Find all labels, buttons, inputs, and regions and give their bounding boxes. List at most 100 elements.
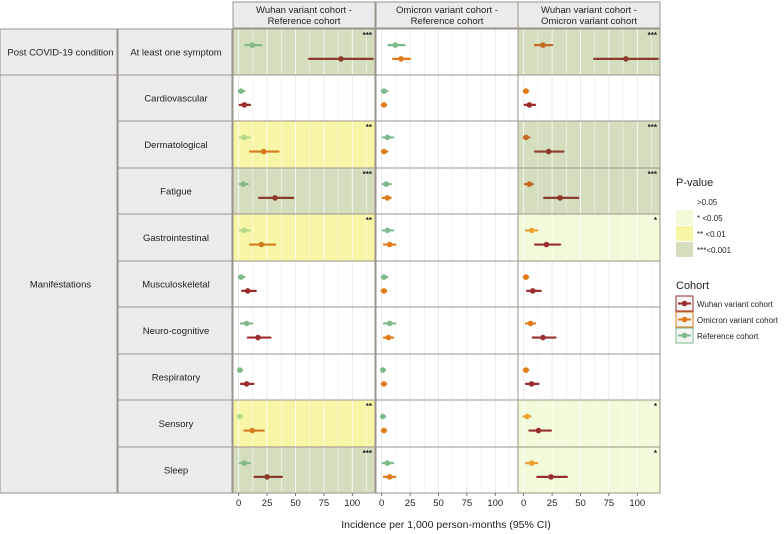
x-tick-label: 75 [319,498,330,509]
panel-background [518,307,660,354]
significance-stars: *** [648,123,658,132]
point-estimate [392,42,399,48]
row-label: Respiratory [152,373,201,384]
legend-pvalue-label: ***<0.001 [697,246,732,255]
legend-cohort-label: Reference cohort [697,332,759,341]
row-strip [117,120,233,169]
legend-pvalue-label: >0.05 [697,198,718,207]
panel-title-3: Omicron variant cohort [541,16,637,27]
significance-stars: *** [648,31,658,40]
panel-background [233,307,375,354]
point-estimate [244,288,251,294]
point-estimate [237,367,243,373]
panel-background [233,261,375,307]
point-estimate [527,320,534,327]
legend-pvalue-label: ** <0.01 [697,230,726,239]
x-tick-label: 0 [236,498,241,509]
panel-background [376,400,518,447]
point-estimate [249,427,256,434]
row-strip [117,306,233,355]
panel-background [518,354,660,400]
panel-background [376,214,518,261]
panel-background [233,214,375,261]
x-tick-label: 0 [379,498,384,509]
point-estimate [381,274,387,280]
x-tick-label: 25 [262,498,273,509]
x-tick-label: 50 [433,498,444,509]
row-label: Sleep [164,466,188,477]
point-estimate [240,181,247,187]
point-estimate [381,288,387,294]
panel-border [232,446,376,494]
row-label: Gastrointestinal [143,233,209,244]
point-estimate [523,367,529,373]
panel-background [233,121,375,168]
point-estimate [528,227,535,234]
point-estimate [526,181,533,187]
point-estimate [243,381,250,387]
point-estimate [238,88,244,94]
point-estimate [381,102,387,108]
panel-background [376,354,518,400]
point-estimate [524,413,530,420]
panel-background [518,400,660,447]
point-estimate [526,102,533,108]
row-label: At least one symptom [130,48,221,59]
legend-cohort-label: Omicron variant cohort [697,316,779,325]
panel-background [233,168,375,214]
panel-background [518,75,660,121]
panel-background [518,168,660,214]
significance-stars: ** [366,402,373,411]
significance-stars: *** [363,449,373,458]
point-estimate [523,134,529,141]
panel-title-2: Omicron variant cohort - [396,5,498,16]
panel-background [376,261,518,307]
legend-cohort-label: Wuhan variant cohort [697,300,774,309]
panel-background [376,447,518,493]
panel-background [376,121,518,168]
row-strip [117,74,233,122]
panel-header-3 [517,1,661,29]
panel-title-3: Wuhan variant cohort - [541,5,637,16]
legend-pvalue-swatch [676,226,693,241]
panel-background [233,400,375,447]
group-label: Manifestations [30,280,92,291]
group-strip-1 [0,28,118,76]
row-label: Musculoskeletal [142,280,210,291]
significance-stars: * [654,449,658,458]
panel-background [233,354,375,400]
point-estimate [381,88,387,94]
legend-pvalue-title: P-value [676,177,713,189]
significance-stars: ** [366,123,373,132]
point-estimate [258,241,265,248]
x-tick-label: 50 [290,498,301,509]
point-estimate [529,288,536,294]
point-estimate [523,274,529,280]
point-estimate [545,148,552,155]
x-tick-label: 75 [462,498,473,509]
point-estimate [264,474,270,480]
panel-background [233,29,375,75]
point-estimate [383,181,390,187]
legend-pvalue-swatch [676,194,693,209]
point-estimate [528,381,535,387]
legend-cohort-title: Cohort [676,280,709,292]
point-estimate [241,134,248,141]
significance-stars: *** [648,170,658,179]
point-estimate [272,195,278,201]
point-estimate [528,460,535,466]
legend-pvalue-swatch [676,242,693,257]
x-tick-label: 100 [487,498,503,509]
panel-header-2 [375,1,519,29]
point-estimate [548,474,554,480]
point-estimate [241,460,248,466]
row-label: Fatigue [160,187,192,198]
panel-background [518,29,660,75]
panel-border [517,446,661,494]
x-axis-title: Incidence per 1,000 person-months (95% C… [341,519,551,531]
legend-pvalue-label: * <0.05 [697,214,723,223]
point-estimate [384,227,391,234]
panel-header-1 [232,1,376,29]
row-strip [117,167,233,215]
